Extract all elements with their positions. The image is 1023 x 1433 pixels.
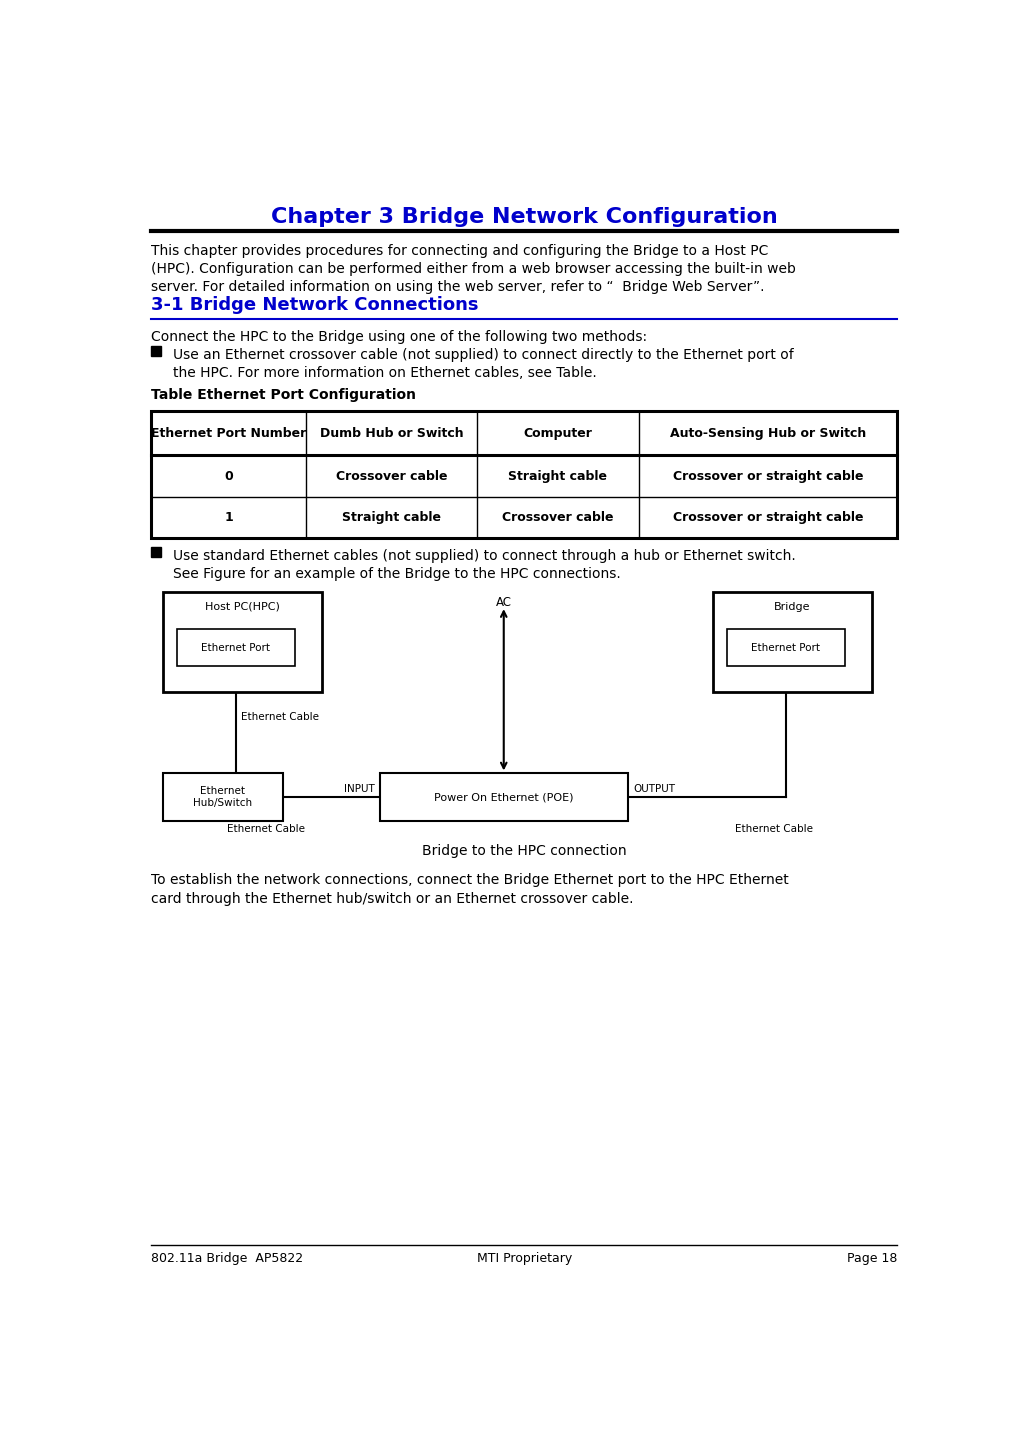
Bar bbox=[380, 774, 628, 821]
Text: Host PC(HPC): Host PC(HPC) bbox=[205, 602, 279, 612]
Text: Straight cable: Straight cable bbox=[342, 512, 441, 524]
Text: Bridge to the HPC connection: Bridge to the HPC connection bbox=[421, 844, 627, 858]
Bar bbox=[163, 592, 321, 692]
Bar bbox=[163, 774, 283, 821]
Text: 802.11a Bridge  AP5822: 802.11a Bridge AP5822 bbox=[151, 1252, 303, 1265]
Text: Ethernet Port: Ethernet Port bbox=[751, 643, 820, 653]
Text: Ethernet
Hub/Switch: Ethernet Hub/Switch bbox=[193, 785, 253, 808]
Text: Chapter 3 Bridge Network Configuration: Chapter 3 Bridge Network Configuration bbox=[271, 206, 777, 226]
Text: Bridge: Bridge bbox=[774, 602, 810, 612]
Text: Page 18: Page 18 bbox=[847, 1252, 897, 1265]
Text: Crossover cable: Crossover cable bbox=[502, 512, 614, 524]
Text: 3-1 Bridge Network Connections: 3-1 Bridge Network Connections bbox=[151, 297, 479, 314]
Text: Dumb Hub or Switch: Dumb Hub or Switch bbox=[319, 427, 463, 440]
Text: server. For detailed information on using the web server, refer to “  Bridge Web: server. For detailed information on usin… bbox=[151, 279, 764, 294]
Text: Connect the HPC to the Bridge using one of the following two methods:: Connect the HPC to the Bridge using one … bbox=[151, 330, 648, 344]
Text: Use standard Ethernet cables (not supplied) to connect through a hub or Ethernet: Use standard Ethernet cables (not suppli… bbox=[173, 549, 796, 563]
Text: Ethernet Port: Ethernet Port bbox=[202, 643, 270, 653]
Bar bbox=[727, 629, 845, 666]
Text: OUTPUT: OUTPUT bbox=[633, 784, 675, 794]
Text: Ethernet Cable: Ethernet Cable bbox=[227, 824, 305, 834]
Bar bbox=[151, 547, 162, 557]
Text: Computer: Computer bbox=[524, 427, 592, 440]
Text: Table Ethernet Port Configuration: Table Ethernet Port Configuration bbox=[151, 387, 416, 401]
Text: (HPC). Configuration can be performed either from a web browser accessing the bu: (HPC). Configuration can be performed ei… bbox=[151, 262, 796, 275]
Text: To establish the network connections, connect the Bridge Ethernet port to the HP: To establish the network connections, co… bbox=[151, 874, 789, 887]
Text: 0: 0 bbox=[224, 470, 233, 483]
Text: Power On Ethernet (POE): Power On Ethernet (POE) bbox=[434, 792, 574, 802]
Text: AC: AC bbox=[496, 596, 512, 609]
Bar bbox=[151, 347, 162, 357]
Text: Ethernet Cable: Ethernet Cable bbox=[241, 712, 319, 722]
Bar bbox=[177, 629, 295, 666]
Text: See Figure for an example of the Bridge to the HPC connections.: See Figure for an example of the Bridge … bbox=[173, 567, 621, 580]
Text: card through the Ethernet hub/switch or an Ethernet crossover cable.: card through the Ethernet hub/switch or … bbox=[151, 891, 633, 906]
Text: Ethernet Cable: Ethernet Cable bbox=[736, 824, 813, 834]
Text: Crossover or straight cable: Crossover or straight cable bbox=[673, 512, 863, 524]
Text: MTI Proprietary: MTI Proprietary bbox=[477, 1252, 572, 1265]
Text: Straight cable: Straight cable bbox=[508, 470, 608, 483]
Text: INPUT: INPUT bbox=[344, 784, 374, 794]
Text: Crossover cable: Crossover cable bbox=[336, 470, 447, 483]
Bar bbox=[713, 592, 872, 692]
Text: Auto-Sensing Hub or Switch: Auto-Sensing Hub or Switch bbox=[670, 427, 866, 440]
Text: the HPC. For more information on Ethernet cables, see Table.: the HPC. For more information on Etherne… bbox=[173, 365, 596, 380]
Text: Crossover or straight cable: Crossover or straight cable bbox=[673, 470, 863, 483]
Bar bbox=[151, 411, 897, 539]
Text: Ethernet Port Number: Ethernet Port Number bbox=[151, 427, 306, 440]
Text: This chapter provides procedures for connecting and configuring the Bridge to a : This chapter provides procedures for con… bbox=[151, 244, 768, 258]
Text: 1: 1 bbox=[224, 512, 233, 524]
Text: Use an Ethernet crossover cable (not supplied) to connect directly to the Ethern: Use an Ethernet crossover cable (not sup… bbox=[173, 348, 794, 363]
